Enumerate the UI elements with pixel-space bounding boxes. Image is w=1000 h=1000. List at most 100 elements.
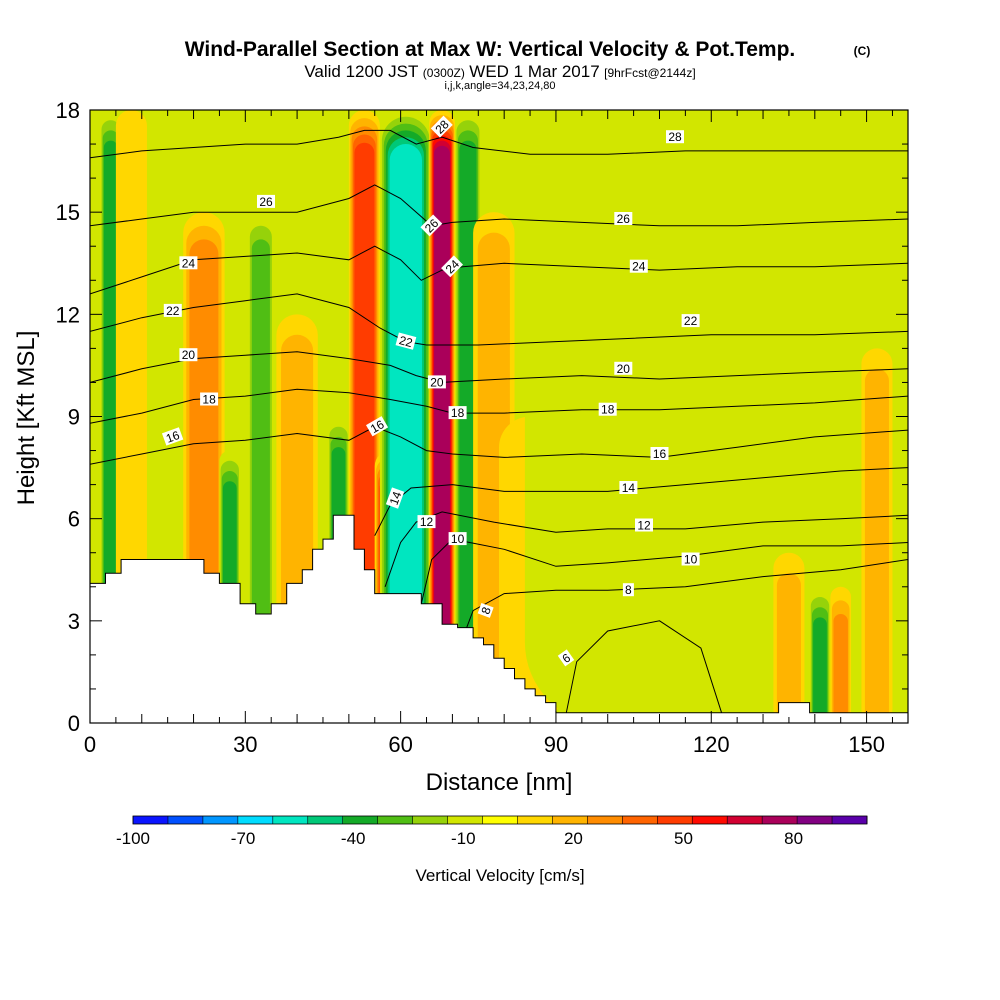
y-tick-label: 3: [68, 609, 80, 634]
contour-label-text: 18: [202, 393, 216, 407]
velocity-band: [459, 140, 477, 723]
subtitle-forecast: [9hrFcst@2144z]: [604, 66, 696, 80]
contour-label: 8: [477, 603, 494, 618]
subtitle-date: WED 1 Mar 2017: [469, 62, 599, 81]
chart-grid-indices: i,j,k,angle=34,23,24,80: [444, 80, 555, 92]
contour-label: 10: [681, 552, 700, 567]
contour-label-box: [629, 259, 648, 273]
contour-label-box: [385, 487, 405, 509]
theta-contour-line: [90, 426, 908, 465]
x-tick-label: 90: [544, 732, 568, 757]
x-tick-label: 60: [388, 732, 412, 757]
theta-contour-line: [374, 467, 908, 536]
contour-label: 16: [650, 447, 669, 461]
subtitle-utc: (0300Z): [423, 66, 465, 80]
contour-label: 6: [557, 649, 575, 667]
velocity-band: [833, 614, 848, 723]
contour-label-text: 20: [617, 362, 631, 376]
subtitle-valid: Valid 1200 JST: [304, 62, 418, 81]
contour-label-text: 16: [653, 447, 667, 461]
contour-label-text: 20: [430, 375, 444, 389]
y-tick-label: 9: [68, 405, 80, 430]
terrain-mask: [90, 514, 908, 723]
colorbar-label: Vertical Velocity [cm/s]: [415, 866, 584, 885]
theta-contour-line: [384, 511, 908, 587]
contour-label-text: 8: [625, 583, 632, 597]
contour-label-box: [395, 332, 417, 350]
contour-label: 20: [614, 361, 633, 376]
y-tick-label: 15: [56, 200, 80, 225]
contour-label-box: [420, 214, 443, 237]
colorbar-swatch: [412, 816, 449, 824]
contour-label-text: 24: [632, 260, 646, 274]
theta-contour-line: [90, 129, 908, 159]
contour-label: 22: [395, 332, 417, 350]
contour-label: 20: [179, 348, 198, 362]
contour-label: 16: [161, 427, 184, 446]
contour-label: 24: [441, 255, 464, 278]
colorbar-swatch: [587, 816, 623, 824]
contour-label: 12: [635, 518, 653, 533]
colorbar-swatch: [832, 816, 868, 824]
colorbar-tick-label: -40: [341, 829, 366, 848]
theta-contours: [90, 129, 908, 713]
colorbar: [132, 815, 868, 825]
velocity-band: [434, 145, 450, 723]
contour-label: 8: [622, 583, 634, 597]
colorbar-tick-label: -10: [451, 829, 476, 848]
colorbar-tick-label: 50: [674, 829, 693, 848]
contour-label-box: [477, 603, 494, 618]
contour-label-box: [448, 406, 467, 420]
contour-label: 18: [200, 392, 219, 407]
contour-label-box: [430, 115, 453, 138]
contour-labels: 6 8 10 12 14 16 18 20 22 24 26 28 16 18 20 22 24 26 28 26 24…: [161, 115, 700, 667]
contour-label: 26: [614, 212, 633, 226]
contour-label: 24: [179, 256, 198, 270]
theta-contour-line: [90, 245, 908, 295]
contour-label-box: [417, 515, 436, 529]
contour-label-text: 28: [668, 130, 682, 144]
contour-label: 18: [598, 402, 617, 417]
x-axis-ticks: 0 30 60 90 120 150: [84, 110, 893, 757]
y-axis-label: Height [Kft MSL]: [13, 331, 40, 506]
contour-label-box: [635, 518, 653, 532]
colorbar-swatch: [447, 816, 484, 824]
contour-label: 20: [427, 375, 446, 389]
velocity-band: [524, 110, 691, 723]
theta-contour-line: [420, 538, 908, 604]
contour-label: 24: [629, 259, 648, 274]
contour-label-text: 10: [684, 553, 698, 567]
contour-label-box: [619, 481, 638, 494]
theta-contour-line: [565, 620, 723, 713]
colorbar-swatch: [657, 816, 693, 824]
contour-label-text: 16: [368, 417, 387, 436]
x-tick-label: 30: [233, 732, 257, 757]
contour-label-box: [557, 649, 575, 667]
plot-area: 6 8 10 12 14 16 18 20 22 24 26 28 16 18 20 22 24 26 28 26 24…: [90, 110, 908, 723]
colorbar-tick-label: -70: [231, 829, 256, 848]
contour-label: 18: [448, 406, 467, 420]
contour-label-box: [614, 212, 633, 225]
colorbar-ticks: -100 -70 -40 -10 20 50 80: [116, 829, 803, 848]
x-axis-label: Distance [nm]: [426, 769, 573, 796]
contour-label: 22: [163, 303, 182, 318]
velocity-band: [776, 573, 801, 723]
contour-label-text: 12: [637, 519, 651, 533]
contour-label-box: [448, 532, 467, 546]
contour-label-text: 18: [601, 403, 615, 417]
theta-contour-line: [90, 351, 908, 383]
contour-label-text: 8: [478, 605, 494, 616]
colorbar-tick-label: 80: [784, 829, 803, 848]
velocity-band: [813, 617, 827, 723]
contour-label-box: [257, 194, 275, 208]
y-tick-label: 12: [56, 302, 80, 327]
colorbar-swatch: [342, 816, 379, 824]
colorbar-swatch: [727, 816, 763, 824]
colorbar-tick-label: 20: [564, 829, 583, 848]
contour-label-box: [161, 427, 184, 446]
colorbar-swatch: [692, 816, 728, 824]
y-tick-label: 0: [68, 711, 80, 736]
contour-label: 28: [666, 130, 684, 144]
x-tick-label: 120: [693, 732, 730, 757]
